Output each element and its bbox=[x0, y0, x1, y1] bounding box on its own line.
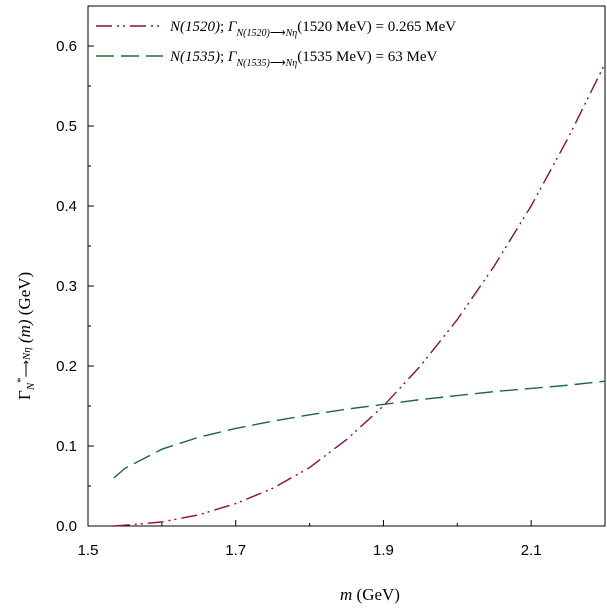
legend-label-n1535: N(1535); ΓN(1535)⟶Nη(1535 MeV) = 63 MeV bbox=[169, 49, 438, 69]
x-tick-label: 2.1 bbox=[521, 542, 542, 559]
legend: N(1520); ΓN(1520)⟶Nη(1520 MeV) = 0.265 M… bbox=[96, 19, 456, 69]
y-tick-label: 0.0 bbox=[56, 518, 77, 535]
plot-frame bbox=[87, 5, 606, 527]
x-axis-label: m (GeV) bbox=[340, 585, 400, 604]
x-tick-label: 1.9 bbox=[373, 542, 394, 559]
y-tick-label: 0.5 bbox=[56, 118, 77, 135]
y-tick-label: 0.6 bbox=[56, 38, 77, 55]
y-tick-label: 0.2 bbox=[56, 358, 77, 375]
series-line-n1520 bbox=[113, 63, 606, 527]
legend-label-n1520: N(1520); ΓN(1520)⟶Nη(1520 MeV) = 0.265 M… bbox=[169, 19, 456, 39]
y-tick-label: 0.1 bbox=[56, 438, 77, 455]
y-axis-ticks: 0.0 0.1 0.2 0.3 0.4 0.5 0.6 bbox=[56, 5, 94, 535]
y-axis-label: ΓN*⟶Nη (m) (GeV) bbox=[15, 272, 37, 400]
y-tick-label: 0.4 bbox=[56, 198, 77, 215]
x-tick-label: 1.7 bbox=[225, 542, 246, 559]
series-line-n1535 bbox=[113, 380, 606, 479]
y-tick-label: 0.3 bbox=[56, 278, 77, 295]
series-layer bbox=[113, 63, 606, 527]
x-axis-ticks: 1.5 1.7 1.9 2.1 bbox=[78, 520, 542, 559]
x-tick-label: 1.5 bbox=[78, 542, 99, 559]
